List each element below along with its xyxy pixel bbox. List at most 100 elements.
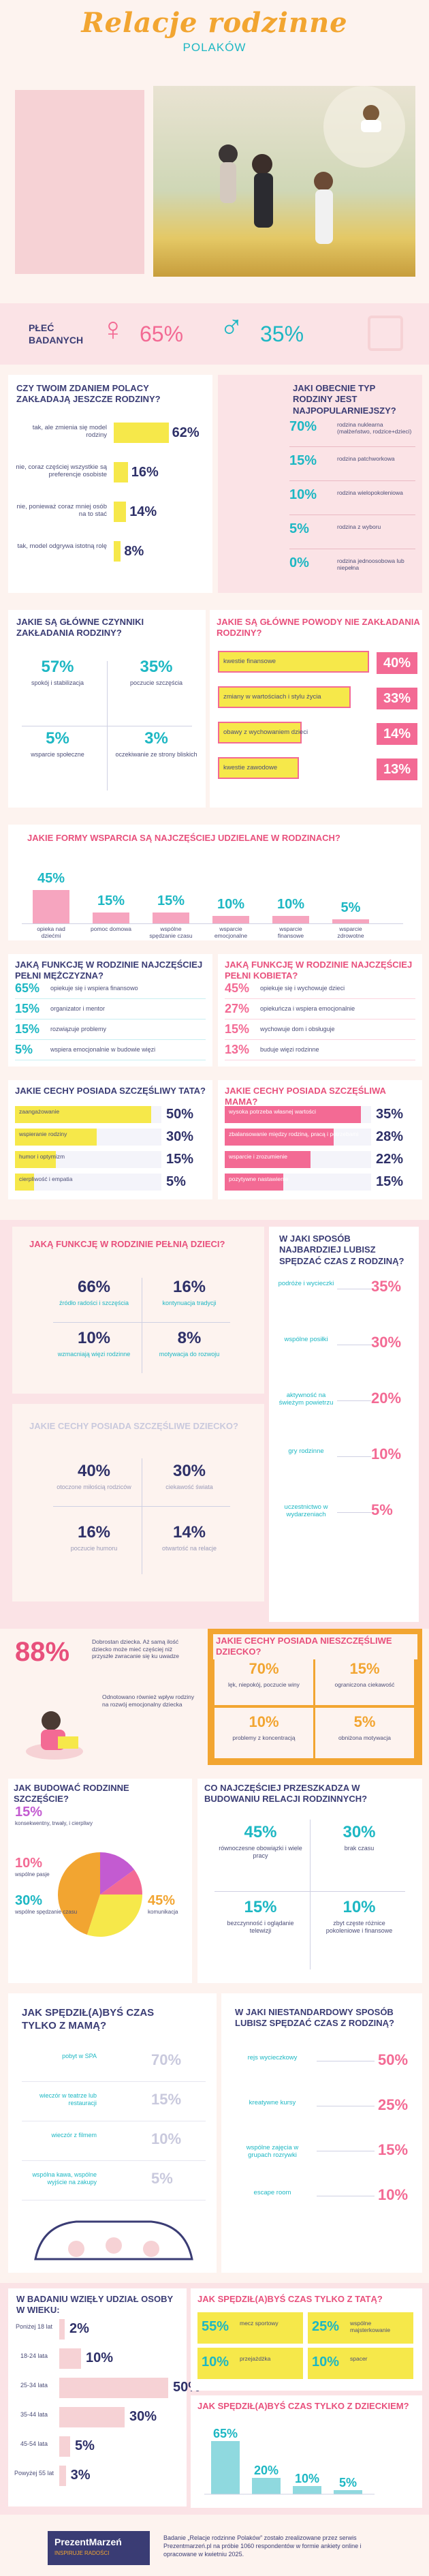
s1-bar (114, 423, 169, 443)
s16-card: CO NAJCZĘŚCIEJ PRZESZKADZA W BUDOWANIU R… (197, 1779, 422, 1983)
intro (0, 82, 429, 293)
s18-question: W JAKI NIESTANDARDOWY SPOSÓB LUBISZ SPĘD… (235, 2007, 394, 2029)
s15-pie-slice (86, 1895, 142, 1937)
s7-list: 45% opiekuje się i wychowuje dzieci 27% opi… (218, 981, 422, 1067)
s17-question: JAK SPĘDZIŁ(A)BYŚ CZAS TYLKO Z MAMĄ? (22, 2007, 155, 2031)
s19-item-label: Poniżej 18 lat (15, 2323, 53, 2330)
s20-cell-label: wspólne majsterkowanie (350, 2320, 391, 2333)
s5-item-label: wsparcie emocjonalne (214, 925, 248, 939)
s9-question: JAKIE CECHY POSIADA SZCZĘŚLIWA MAMA? (225, 1086, 386, 1107)
s14-cell-bg (214, 1708, 313, 1758)
s15-pie-chart: 15%konsekwentny, trwały, i cierpliwy10%w… (14, 1805, 178, 1937)
s5-bar (212, 916, 249, 923)
s13-big-number: 88% (15, 1637, 70, 1667)
s2-divider (289, 480, 415, 481)
brand-logo: PrezentMarzeń INSPIRUJE RADOŚCI (48, 2531, 150, 2565)
s2-list: 70% rodzina nuklearna (małżeństwo, rodzic… (218, 419, 422, 589)
s6-divider (15, 998, 206, 999)
s14-cell-label: obniżona motywacja (338, 1734, 391, 1741)
s20-cell-bg (308, 2312, 413, 2344)
s7-divider (225, 998, 415, 999)
s20-cell-value: 10% (312, 2355, 340, 2370)
s5-section: JAKIE FORMY WSPARCIA SĄ NAJCZĘŚCIEJ UDZI… (0, 825, 429, 947)
s17-item-value: 5% (151, 2170, 173, 2187)
s8-s9-section: JAKIE CECHY POSIADA SZCZĘŚLIWY TATA? zaa… (0, 1080, 429, 1203)
s9-item-value: 22% (376, 1152, 404, 1167)
s8-bar (15, 1151, 56, 1168)
s5-item-label: opieka nad dziećmi (37, 925, 65, 939)
brand-name: PrezentMarzeń (54, 2536, 122, 2547)
s18-item-label: wspólne zajęcia w grupach rozrywki (246, 2144, 299, 2160)
s1-bar (114, 502, 127, 522)
s6-item-label: rozwiązuje problemy (50, 1026, 107, 1032)
s9-bar (225, 1151, 311, 1168)
s16-cell-value: 10% (343, 1898, 376, 1916)
s19-bar (59, 2378, 168, 2398)
s4-item-label: zmiany w wartościach i stylu życia (223, 693, 321, 701)
s2-item-label: rodzina wielopokoleniowa (337, 489, 403, 496)
s7-item-label: opiekuńcza i wspiera emocjonalnie (260, 1005, 355, 1012)
s10-cell-label: kontynuacja tradycji (162, 1300, 217, 1306)
s5-bar (93, 912, 129, 923)
s2-item-label: rodzina nuklearna (małżeństwo, rodzice+d… (337, 421, 412, 435)
s8-item-label: cierpliwość i empatia (19, 1176, 73, 1182)
s15-card: JAK BUDOWAĆ RODZINNE SZCZĘŚCIE? 15% konse… (8, 1779, 192, 1983)
s9-item-value: 35% (376, 1107, 404, 1122)
s18-item-value: 10% (378, 2186, 409, 2203)
s1-list: tak, ale zmienia się model rodziny 62% nie… (8, 423, 212, 586)
s14-cell-label: ograniczona ciekawość (334, 1681, 395, 1688)
s1-bar (114, 462, 128, 482)
s9-card: JAKIE CECHY POSIADA SZCZĘŚLIWA MAMA? wys… (218, 1080, 422, 1199)
s4-bar (218, 686, 351, 708)
s16-cell-label: zbyt częste różnice pokoleniowe i finans… (325, 1920, 393, 1934)
s2-item-label: rodzina patchworkowa (337, 455, 395, 462)
s4-item-value: 40% (377, 652, 417, 674)
s4-item-value: 33% (377, 688, 417, 709)
s8-item-label: wspieranie rodziny (19, 1131, 67, 1137)
s13-text1: Dobrostan dziecka. Aż samą ilość dziecko… (92, 1638, 180, 1660)
s16-cell-value: 30% (343, 1823, 376, 1841)
s17-item-value: 10% (151, 2130, 182, 2147)
s8-bar (15, 1106, 151, 1123)
s6-list: 65% opiekuje się i wspiera finansowo 15% or… (8, 981, 212, 1067)
s7-item-value: 45% (225, 981, 250, 995)
s19-bar (59, 2319, 65, 2340)
s4-bar (218, 722, 302, 743)
s5-item-value: 15% (97, 893, 125, 908)
s18-item-label: escape room (253, 2189, 291, 2196)
s15-pie-slice (100, 1852, 135, 1895)
s20-cell-label: przejażdżka (240, 2355, 271, 2362)
s9-bar (225, 1174, 283, 1191)
s11-item-value: 35% (371, 1278, 402, 1295)
s6-item-label: opiekuje się i wspiera finansowo (50, 985, 138, 992)
s16-cell-label: bezczynność i oglądanie telewizji (227, 1920, 294, 1934)
s1-item-label: nie, ponieważ coraz mniej osób na to sta… (16, 503, 107, 519)
s11-item-value: 5% (371, 1501, 393, 1518)
family-illustration (219, 86, 405, 244)
s8-item-value: 15% (166, 1152, 194, 1167)
s3-question: JAKIE SĄ GŁÓWNE CZYNNIKI ZAKŁADANIA RODZ… (16, 617, 144, 639)
s19-item-label: Powyżej 55 lat (14, 2470, 54, 2477)
s6-item-value: 15% (15, 1002, 40, 1015)
s2-item-value: 5% (289, 521, 309, 536)
child-reading-illustration (20, 1697, 89, 1765)
s3-cell-value: 35% (140, 658, 173, 676)
s13-text2: Odnotowano również wpływ rodziny na rozw… (102, 1693, 195, 1708)
s5-item-value: 45% (37, 870, 65, 886)
s17-divider (22, 2081, 206, 2082)
s11-item-label: gry rodzinne (288, 1447, 324, 1455)
s20-grid: 55% mecz sportowy 25% wspólne majsterkowani… (197, 2312, 415, 2387)
s21-bar-value: 5% (339, 2476, 357, 2489)
s15-slice-label: komunikacja (148, 1909, 178, 1915)
s11-divider (337, 1456, 371, 1457)
s15-slice-value: 10% (15, 1856, 42, 1871)
s11-question: W JAKI SPOSÓB NAJBARDZIEJ LUBISZ SPĘDZAĆ… (279, 1233, 404, 1266)
s9-item-label: pozytywne nastawienie (229, 1176, 289, 1182)
s7-item-value: 27% (225, 1002, 250, 1015)
s10-cell-value: 16% (172, 1278, 206, 1296)
s16-cell-value: 45% (244, 1823, 277, 1841)
s20-cell-label: spacer (350, 2355, 368, 2362)
s19-item-label: 18-24 lata (20, 2352, 48, 2359)
s17-item-value: 15% (151, 2091, 182, 2108)
brand-sub: INSPIRUJE RADOŚCI (54, 2550, 110, 2556)
